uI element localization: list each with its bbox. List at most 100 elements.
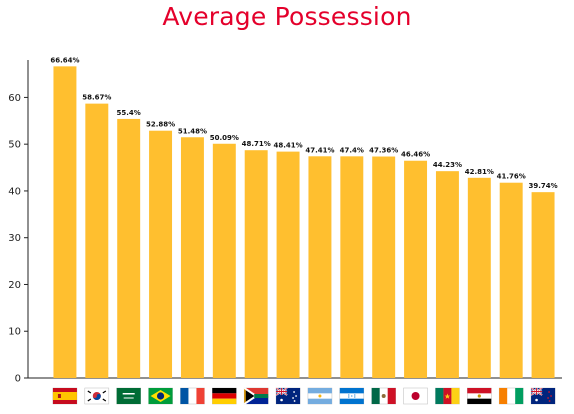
flag-shape — [116, 388, 141, 404]
bar-data-label: 50.09% — [210, 134, 239, 142]
y-tick-label: 40 — [8, 186, 21, 197]
bar — [117, 118, 141, 379]
y-tick-label: 50 — [8, 140, 21, 151]
bar — [435, 171, 459, 378]
bar — [372, 156, 396, 378]
flag-shape — [57, 394, 61, 398]
flag-shape — [212, 393, 237, 399]
argentina-flag — [307, 387, 333, 405]
flag-shape — [102, 398, 107, 402]
bar-data-label: 52.88% — [146, 121, 175, 129]
flag-shape — [122, 393, 135, 395]
flag-shape — [351, 395, 353, 397]
bar-data-label: 41.76% — [497, 173, 526, 181]
flag-shape — [467, 398, 492, 404]
chart-title: Average Possession — [162, 2, 412, 31]
south-africa-flag — [243, 387, 269, 405]
flag-shape — [307, 398, 332, 404]
bar — [340, 156, 364, 378]
flag-shape — [212, 398, 237, 404]
bar-data-label: 48.41% — [273, 142, 302, 150]
flag-shape — [550, 395, 552, 397]
flag-shape — [180, 388, 189, 404]
bar — [276, 151, 300, 378]
bar — [308, 156, 332, 378]
bar-data-label: 58.67% — [82, 94, 111, 102]
bar-data-label: 48.71% — [242, 140, 271, 148]
flag-shape — [52, 392, 77, 400]
bar-data-label: 47.36% — [369, 147, 398, 155]
flag-shape — [515, 388, 524, 404]
flag-shape — [477, 394, 481, 398]
flag-shape — [467, 388, 492, 394]
bar-data-label: 42.81% — [465, 168, 494, 176]
bar-data-label: 46.46% — [401, 151, 430, 159]
bar — [467, 177, 491, 378]
flag-shape — [244, 388, 269, 396]
australia-flag — [275, 387, 301, 405]
bar — [531, 192, 555, 378]
south-korea-flag — [84, 387, 110, 405]
saudi-arabia-flag — [116, 387, 141, 405]
flag-shape — [254, 394, 269, 398]
flag-shape — [293, 391, 295, 393]
brazil-flag — [148, 387, 173, 405]
bar — [212, 143, 236, 378]
egypt-flag — [467, 387, 492, 405]
bar-data-label: 51.48% — [178, 127, 207, 135]
flag-shape — [548, 391, 550, 393]
flag-shape — [196, 388, 205, 404]
flag-shape — [318, 394, 322, 398]
flag-shape — [102, 390, 107, 394]
y-tick-label: 30 — [8, 233, 21, 244]
flag-shape — [280, 398, 283, 402]
y-tick-label: 10 — [8, 327, 21, 338]
flag-shape — [92, 394, 101, 400]
flag-shape — [531, 391, 543, 392]
flag-shape — [499, 388, 508, 404]
flag-shape — [451, 388, 460, 404]
flag-shape — [293, 400, 296, 402]
flag-shape — [535, 398, 538, 402]
y-tick-label: 0 — [15, 374, 21, 385]
y-tick-label: 20 — [8, 280, 21, 291]
new-zealand-flag — [530, 387, 556, 405]
bar — [85, 103, 109, 378]
bar — [149, 130, 173, 378]
bar-data-label: 47.4% — [340, 146, 364, 154]
germany-flag — [212, 387, 237, 405]
flag-shape — [156, 392, 165, 400]
y-tick-label: 60 — [8, 93, 21, 104]
flag-shape — [307, 388, 332, 394]
flag-shape — [354, 394, 356, 396]
flag-shape — [444, 393, 451, 399]
bar — [244, 150, 268, 378]
bar-data-label: 66.64% — [50, 56, 79, 64]
bar-data-label: 44.23% — [433, 161, 462, 169]
flag-shape — [123, 397, 134, 399]
flag-shape — [339, 398, 364, 404]
flag-shape — [354, 396, 356, 398]
bar — [404, 160, 428, 378]
france-flag — [180, 387, 205, 405]
cameroon-flag — [435, 387, 460, 405]
honduras-flag — [339, 387, 365, 405]
flag-shape — [381, 394, 386, 398]
flag-shape — [339, 388, 364, 394]
bar-data-label: 47.41% — [305, 146, 334, 154]
flag-shape — [87, 390, 92, 394]
flag-shape — [244, 390, 253, 402]
flag-shape — [348, 394, 350, 396]
spain-flag — [52, 387, 78, 405]
flag-shape — [276, 391, 288, 392]
ivory-coast-flag — [498, 387, 524, 405]
flag-shape — [244, 396, 269, 404]
flag-shape — [295, 395, 297, 397]
bar — [499, 182, 523, 378]
bar-data-label: 39.74% — [528, 182, 557, 190]
flag-shape — [292, 397, 294, 399]
japan-flag — [403, 387, 428, 405]
bar — [180, 137, 204, 378]
flag-shape — [348, 396, 350, 398]
